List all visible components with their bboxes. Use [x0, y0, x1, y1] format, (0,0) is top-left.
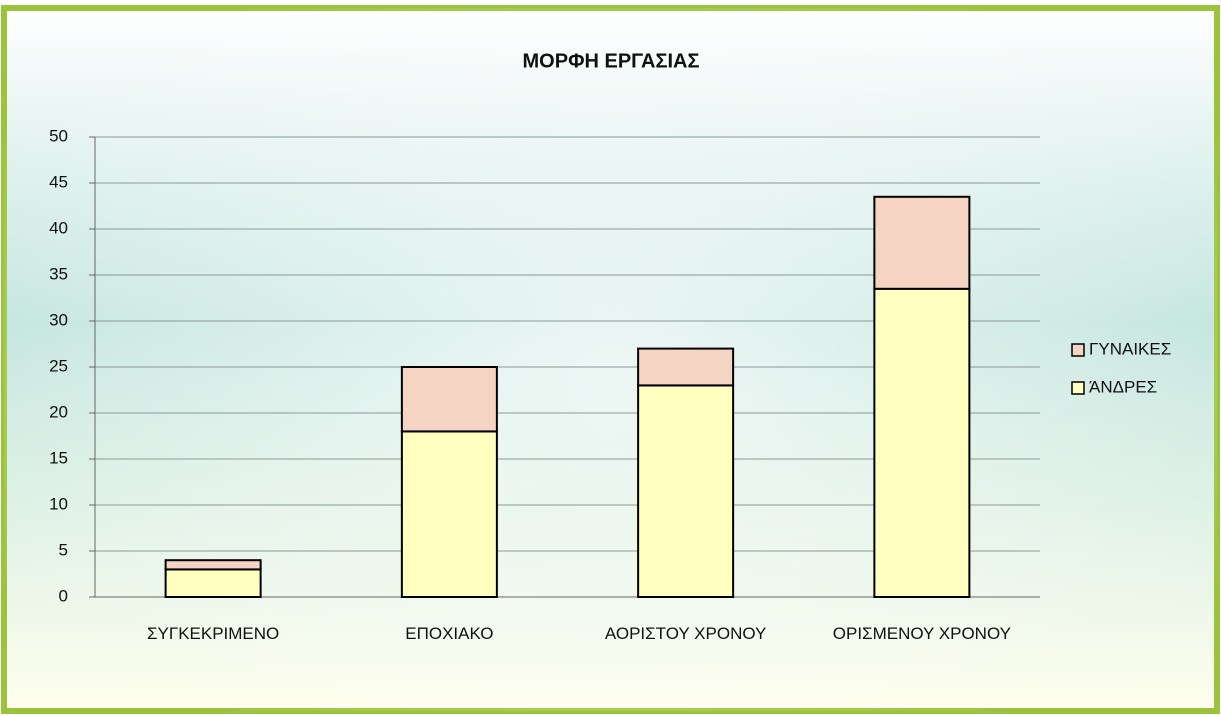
y-tick-label: 10 [49, 494, 68, 513]
y-tick-label: 5 [59, 540, 68, 559]
legend-swatch [1071, 343, 1085, 357]
y-tick-label: 50 [49, 126, 68, 145]
bar-segment [637, 384, 735, 598]
y-tick-label: 0 [59, 586, 68, 605]
legend-label: ΓΥΝΑΙΚΕΣ [1089, 339, 1171, 358]
x-tick-label: ΕΠΟΧΙΑΚΟ [405, 624, 494, 643]
bar-segment [164, 568, 262, 599]
chart-title: ΜΟΡΦΗ ΕΡΓΑΣΙΑΣ [523, 50, 700, 72]
legend-label: ΆΝΔΡΕΣ [1089, 377, 1157, 396]
x-tick-label: ΑΟΡΙΣΤΟΥ ΧΡΟΝΟΥ [604, 624, 767, 643]
y-tick-label: 45 [49, 172, 68, 191]
x-tick-label: ΟΡΙΣΜΕΝΟΥ ΧΡΟΝΟΥ [832, 624, 1011, 643]
y-tick-label: 30 [49, 310, 68, 329]
bar-segment [873, 287, 971, 598]
y-tick-label: 15 [49, 448, 68, 467]
y-tick-label: 35 [49, 264, 68, 283]
bar-segment [400, 430, 498, 598]
bar-segment [400, 366, 498, 433]
legend-swatch [1071, 381, 1085, 395]
bar-segment [637, 347, 735, 387]
x-tick-label: ΣΥΓΚΕΚΡΙΜΕΝΟ [146, 624, 280, 643]
bar-segment [873, 195, 971, 290]
background-glow [4, 8, 1217, 711]
bar-segment [164, 559, 262, 571]
y-tick-label: 25 [49, 356, 68, 375]
y-tick-label: 40 [49, 218, 68, 237]
y-tick-label: 20 [49, 402, 68, 421]
